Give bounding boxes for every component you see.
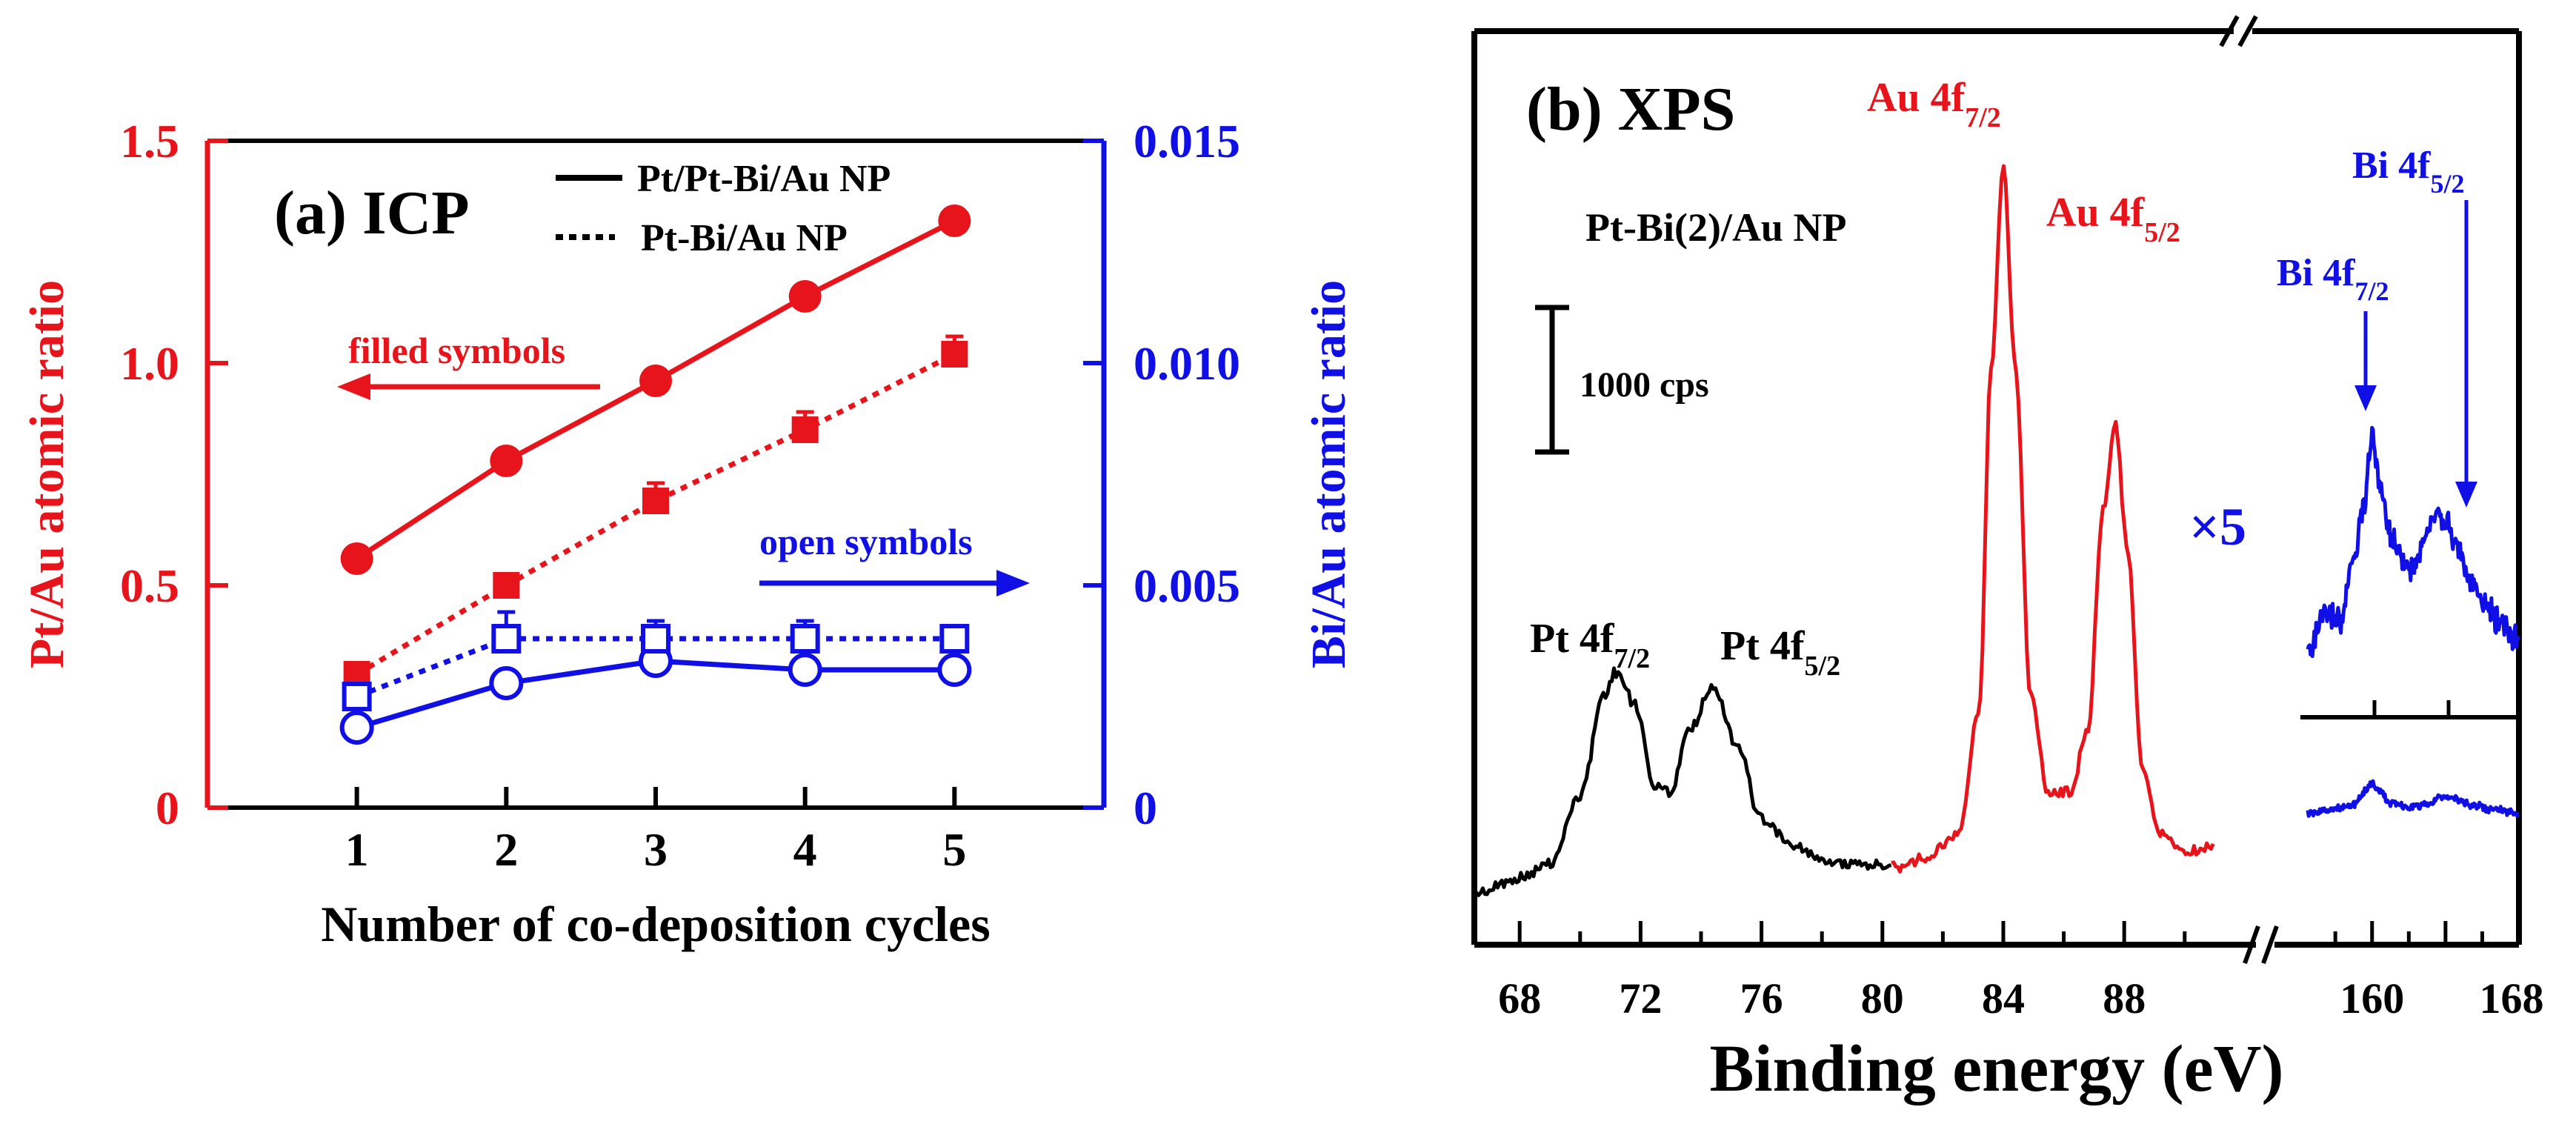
- y-right-tick-label: 0: [1134, 782, 1157, 834]
- axis-break-bottom-1: [2243, 925, 2260, 965]
- bi-4f-spectrum-x5: [2306, 425, 2521, 659]
- x-tick-label: 5: [942, 823, 966, 876]
- x-tick-label: 3: [644, 823, 668, 876]
- open-arrow-head: [996, 570, 1030, 596]
- panel-a-ticks: 1 2 3 4 5 0 0.5 1.0 1.5 0 0.005 0.010 0.015: [120, 115, 1240, 876]
- data-point: [788, 653, 822, 687]
- data-point: [937, 653, 972, 687]
- sample-label: Pt-Bi(2)/Au NP: [1585, 205, 1846, 250]
- data-point: [490, 445, 523, 477]
- filled-arrow-head: [337, 373, 370, 400]
- data-point: [493, 572, 520, 599]
- x-tick-label: 84: [1982, 974, 2025, 1023]
- peak-label-pt-5-2: Pt 4f5/2: [1720, 623, 1840, 682]
- au-4f-spectrum: [1891, 164, 2215, 874]
- series-0: [340, 205, 971, 575]
- pt-4f-spectrum: [1474, 666, 1892, 897]
- x-tick-label: 1: [345, 823, 369, 876]
- x-tick-label: 168: [2480, 974, 2544, 1023]
- data-point: [340, 542, 373, 575]
- series-3: [342, 610, 970, 711]
- data-point: [941, 341, 968, 368]
- y-left-tick-label: 0.5: [120, 559, 179, 612]
- x-tick-label: 160: [2340, 974, 2404, 1023]
- scale-bar-label: 1000 cps: [1580, 365, 1709, 405]
- data-point: [639, 365, 672, 397]
- panel-b-xps-chart: 68 72 76 80 84 88 160 168 1000 cps (b) XPS Pt-B…: [1471, 15, 2544, 1106]
- open-symbols-label: open symbols: [759, 521, 973, 562]
- data-point: [788, 280, 822, 313]
- data-point: [339, 711, 374, 745]
- data-point: [342, 682, 372, 711]
- peak-label-bi-7-2: Bi 4f7/2: [2277, 252, 2389, 306]
- data-point: [939, 624, 970, 654]
- series-2: [339, 644, 972, 745]
- x-tick-label: 72: [1619, 974, 1662, 1023]
- y-right-axis-label: Bi/Au atomic ratio: [1302, 280, 1356, 668]
- y-left-tick-label: 1.0: [120, 337, 179, 390]
- panel-b-ticks: 68 72 76 80 84 88 160 168: [1498, 921, 2544, 1023]
- data-point: [791, 416, 819, 443]
- filled-symbols-label: filled symbols: [348, 330, 565, 371]
- y-right-tick-label: 0.010: [1134, 337, 1240, 390]
- x-tick-label: 4: [793, 823, 817, 876]
- x-tick-label: 68: [1498, 974, 1541, 1023]
- panel-a-title: (a) ICP: [274, 179, 470, 247]
- bi-5-2-arrow-head: [2455, 482, 2477, 508]
- axis-break-top-1: [2219, 15, 2240, 47]
- y-left-tick-label: 0: [156, 782, 179, 834]
- data-point: [790, 624, 820, 654]
- peak-label-au-7-2: Au 4f7/2: [1867, 75, 2001, 133]
- magnification-label: ×5: [2189, 497, 2246, 556]
- axis-break-bottom-2: [2261, 925, 2279, 965]
- peak-label-bi-5-2: Bi 4f5/2: [2352, 144, 2464, 199]
- peak-label-au-5-2: Au 4f5/2: [2046, 190, 2180, 248]
- x-tick-label: 76: [1740, 974, 1783, 1023]
- y-right-tick-label: 0.005: [1134, 559, 1240, 612]
- data-point: [642, 488, 669, 514]
- bi-4f-spectrum-x1: [2306, 779, 2520, 818]
- y-right-tick-label: 0.015: [1134, 115, 1240, 167]
- y-left-axis-label: Pt/Au atomic ratio: [20, 280, 74, 668]
- data-point: [938, 205, 971, 237]
- legend-solid-label: Pt/Pt-Bi/Au NP: [637, 158, 891, 200]
- panel-b-x-axis-label: Binding energy (eV): [1710, 1032, 2284, 1106]
- data-point: [641, 624, 670, 654]
- panel-a-data: [339, 205, 972, 745]
- data-point: [489, 666, 524, 700]
- x-tick-label: 88: [2103, 974, 2146, 1023]
- axis-break-top-2: [2237, 15, 2258, 47]
- x-tick-label: 80: [1861, 974, 1904, 1023]
- data-point: [491, 624, 522, 654]
- panel-b-title: (b) XPS: [1526, 75, 1735, 144]
- bi-7-2-arrow-head: [2354, 385, 2377, 411]
- x-axis-label: Number of co-deposition cycles: [321, 896, 990, 952]
- y-left-tick-label: 1.5: [120, 115, 179, 167]
- legend-dotted-label: Pt-Bi/Au NP: [641, 217, 848, 259]
- x-tick-label: 2: [494, 823, 518, 876]
- peak-label-pt-7-2: Pt 4f7/2: [1530, 616, 1650, 674]
